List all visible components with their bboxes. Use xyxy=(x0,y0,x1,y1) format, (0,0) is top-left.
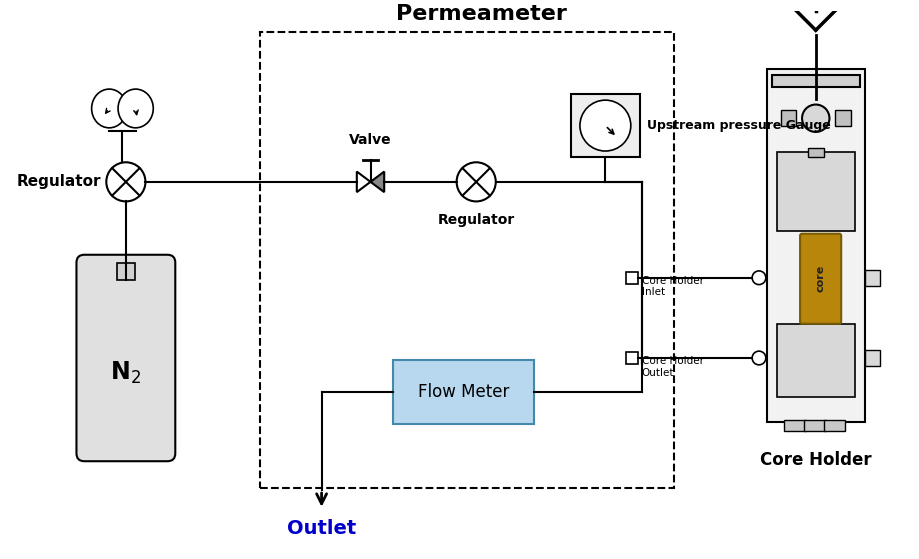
Text: Regulator: Regulator xyxy=(17,174,101,190)
Bar xyxy=(780,111,796,126)
Bar xyxy=(766,69,865,421)
Circle shape xyxy=(107,162,145,201)
Bar xyxy=(823,420,845,432)
Bar xyxy=(808,148,823,158)
Bar xyxy=(804,420,825,432)
Bar xyxy=(835,111,851,126)
Text: Core Holder: Core Holder xyxy=(760,451,871,469)
Circle shape xyxy=(457,162,495,201)
Text: Valve: Valve xyxy=(349,132,391,146)
Bar xyxy=(260,32,674,488)
Bar xyxy=(777,153,855,231)
Bar xyxy=(785,420,806,432)
Bar xyxy=(392,361,535,424)
FancyBboxPatch shape xyxy=(800,234,841,324)
Bar xyxy=(626,272,638,283)
Text: Permeameter: Permeameter xyxy=(396,4,567,24)
Circle shape xyxy=(580,100,630,151)
Text: N$_2$: N$_2$ xyxy=(110,359,142,386)
Bar xyxy=(571,94,640,158)
Text: Flow Meter: Flow Meter xyxy=(418,383,509,401)
Ellipse shape xyxy=(92,89,127,128)
Text: Outlet: Outlet xyxy=(287,519,357,538)
Bar xyxy=(772,75,860,87)
Polygon shape xyxy=(357,172,370,192)
Text: Core Holder
Outlet: Core Holder Outlet xyxy=(641,356,704,378)
Polygon shape xyxy=(370,172,384,192)
Circle shape xyxy=(752,351,766,365)
Circle shape xyxy=(802,105,830,132)
FancyBboxPatch shape xyxy=(76,255,176,461)
Text: Core Holder
Inlet: Core Holder Inlet xyxy=(641,276,704,297)
Bar xyxy=(865,270,880,286)
Text: Regulator: Regulator xyxy=(437,213,515,227)
Text: core: core xyxy=(816,265,825,292)
Ellipse shape xyxy=(118,89,153,128)
Bar xyxy=(865,350,880,366)
Bar xyxy=(777,324,855,397)
Bar xyxy=(626,352,638,364)
Bar xyxy=(117,263,135,280)
Circle shape xyxy=(752,271,766,285)
Text: Upstream pressure Gauge: Upstream pressure Gauge xyxy=(648,119,831,132)
